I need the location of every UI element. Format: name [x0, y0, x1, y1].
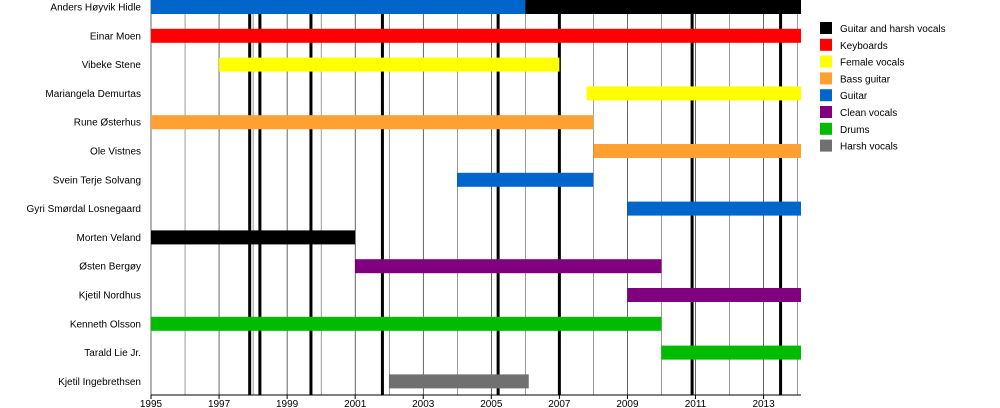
member-label: Ole Vistnes — [90, 147, 141, 158]
legend-swatch-guitar_harsh — [820, 22, 832, 34]
legend-swatch-harsh — [820, 139, 832, 152]
member-label: Kjetil Nordhus — [79, 291, 141, 302]
bar-8-0 — [151, 230, 356, 245]
member-label: Vibeke Stene — [82, 60, 142, 71]
member-label: Østen Bergøy — [79, 262, 141, 273]
x-tick-label: 2005 — [480, 399, 503, 408]
member-label: Anders Høyvik Hidle — [50, 3, 141, 14]
member-label: Gyri Smørdal Losnegaard — [27, 204, 142, 215]
legend-swatch-clean — [820, 106, 832, 118]
x-tick-label: 2011 — [685, 399, 707, 408]
bar-6-0 — [457, 172, 594, 187]
x-tick-label: 2003 — [412, 399, 435, 408]
member-label: Rune Østerhus — [74, 118, 141, 129]
member-label: Morten Veland — [77, 233, 142, 244]
legend-label: Guitar — [840, 91, 868, 102]
bar-7-0 — [627, 201, 801, 216]
bar-13-0 — [389, 374, 529, 389]
bar-0-1 — [525, 0, 801, 14]
member-bars — [151, 0, 801, 389]
bar-0-0 — [151, 0, 526, 14]
x-tick-label: 1999 — [276, 399, 299, 408]
x-tick-label: 2009 — [616, 399, 639, 408]
x-tick-label: 1995 — [140, 399, 163, 408]
legend-label: Keyboards — [840, 41, 888, 52]
x-tick-label: 1997 — [208, 399, 231, 408]
legend-label: Harsh vocals — [840, 142, 898, 153]
member-label: Svein Terje Solvang — [53, 175, 141, 186]
legend-label: Drums — [840, 125, 869, 136]
legend: Guitar and harsh vocals Keyboards Female v… — [820, 22, 946, 153]
member-labels: Anders Høyvik Hidle Einar Moen Vibeke Sten… — [27, 3, 142, 388]
bar-9-0 — [355, 259, 662, 274]
legend-swatch-female — [820, 55, 832, 68]
x-tick-label: 2007 — [548, 399, 571, 408]
legend-label: Guitar and harsh vocals — [840, 24, 946, 35]
legend-swatch-keyboards — [820, 38, 832, 51]
bar-3-0 — [586, 86, 801, 101]
bar-11-0 — [151, 316, 662, 331]
member-label: Kjetil Ingebrethsen — [58, 377, 141, 388]
legend-label: Bass guitar — [840, 74, 891, 85]
bar-10-0 — [627, 288, 801, 302]
bar-1-0 — [151, 28, 801, 43]
legend-swatch-bass — [820, 72, 832, 85]
x-axis: 1995 1997 1999 2001 2003 2005 2007 2009 2011 2013 — [140, 394, 801, 408]
x-tick-label: 2013 — [752, 399, 775, 408]
legend-swatch-guitar — [820, 89, 832, 102]
bar-2-0 — [219, 57, 560, 72]
x-tick-label: 2001 — [344, 399, 367, 408]
bar-5-0 — [593, 144, 801, 158]
legend-label: Clean vocals — [840, 108, 897, 119]
bar-4-0 — [151, 115, 594, 130]
member-label: Mariangela Demurtas — [45, 89, 141, 100]
bar-12-0 — [661, 345, 801, 360]
legend-label: Female vocals — [840, 58, 904, 69]
legend-swatch-drums — [820, 122, 832, 135]
member-label: Kenneth Olsson — [70, 319, 141, 330]
member-label: Einar Moen — [90, 31, 141, 42]
member-label: Tarald Lie Jr. — [84, 348, 141, 359]
